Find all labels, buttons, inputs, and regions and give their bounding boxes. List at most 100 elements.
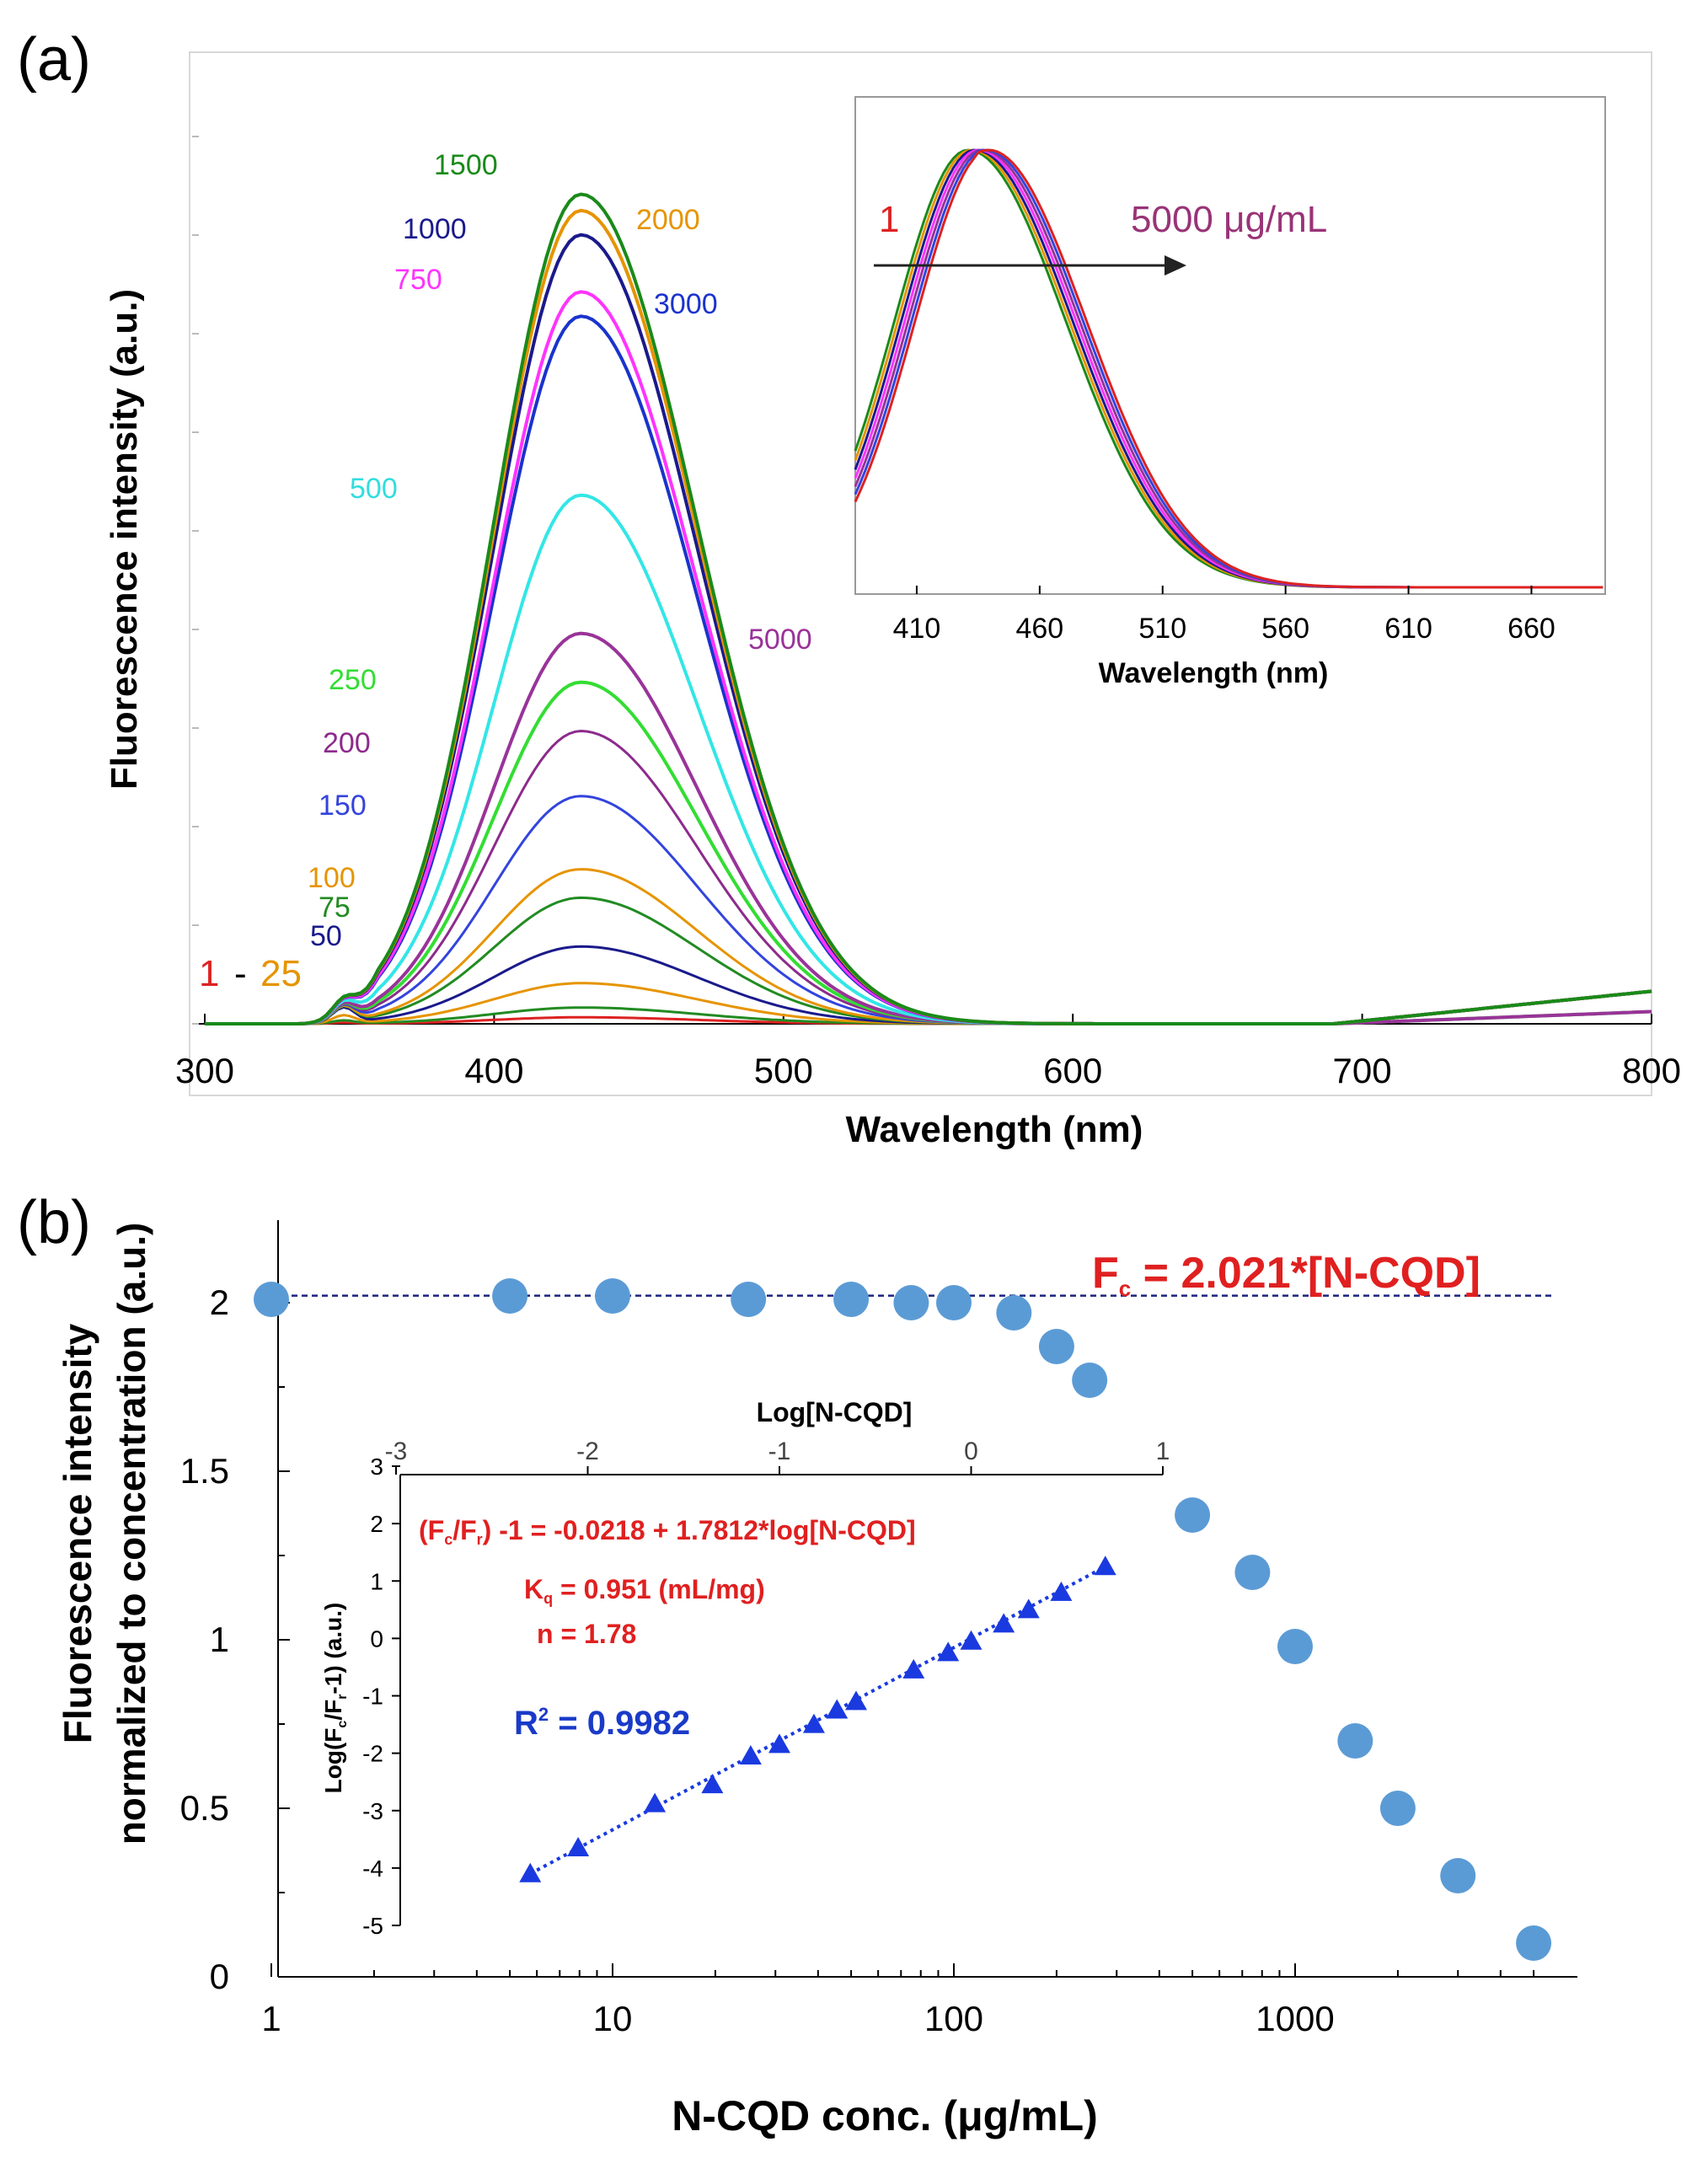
inset-data-point xyxy=(1050,1581,1073,1601)
range-label-start: 1 xyxy=(199,953,219,994)
inset-y-tick-label-3: 3 xyxy=(370,1454,383,1480)
inset-data-point xyxy=(902,1658,925,1679)
label-750: 750 xyxy=(394,264,442,296)
panel-a-x-axis-label: Wavelength (nm) xyxy=(846,1109,1143,1150)
inset-annotation-start: 1 xyxy=(879,199,899,240)
data-point xyxy=(1440,1858,1476,1893)
panel-a-curves xyxy=(205,192,1652,1025)
inset-y-tick-label--2: -2 xyxy=(362,1741,383,1767)
inset-x-tick-label-610: 610 xyxy=(1384,613,1432,645)
spectrum-1500 xyxy=(205,192,1652,1025)
data-point xyxy=(1379,1791,1416,1826)
x-tick-label-600: 600 xyxy=(1043,1051,1102,1090)
y-tick-label-1.5: 1.5 xyxy=(180,1451,229,1491)
reference-equation: Fc = 2.021*[N-CQD] xyxy=(1092,1249,1480,1301)
label-150: 150 xyxy=(319,790,367,822)
x-tick-label-800: 800 xyxy=(1622,1051,1681,1090)
inset-x-tick-label--2: -2 xyxy=(576,1438,599,1465)
kq-sub: q xyxy=(543,1590,553,1607)
data-point xyxy=(1337,1723,1373,1759)
y-tick-label-0: 0 xyxy=(210,1957,229,1996)
panel-a-inset-curves xyxy=(854,148,1604,589)
inset-b-y-label-end: -1) (a.u.) xyxy=(320,1603,346,1695)
spectrum-5000 xyxy=(205,631,1652,1025)
panel-a-y-axis-label: Fluorescence intensity (a.u.) xyxy=(104,289,145,790)
x-tick-label-1: 1 xyxy=(261,1999,281,2038)
panel-b-y-axis-label-2: normalized to concentration (a.u.) xyxy=(110,1223,153,1845)
x-tick-label-700: 700 xyxy=(1333,1051,1392,1090)
label-250: 250 xyxy=(329,664,377,696)
panel-b-label: (b) xyxy=(17,1189,91,1256)
inset-data-point xyxy=(826,1699,849,1719)
kq-label: K xyxy=(524,1574,543,1604)
spectrum-250 xyxy=(205,680,1652,1025)
data-point xyxy=(1277,1629,1313,1664)
inset-x-tick-label-660: 660 xyxy=(1507,613,1555,645)
inset-b-y-label: Log(Fc/Fr-1) (a.u.) xyxy=(320,1603,350,1794)
fit-eq-sub2: r xyxy=(477,1531,483,1548)
inset-x-tick-label--1: -1 xyxy=(768,1438,791,1465)
x-tick-label-10: 10 xyxy=(593,1999,633,2038)
data-point xyxy=(1234,1555,1271,1590)
inset-x-tick-label-410: 410 xyxy=(893,613,941,645)
inset-y-tick-label--1: -1 xyxy=(362,1684,383,1710)
label-1000: 1000 xyxy=(403,213,467,245)
inset-data-point xyxy=(802,1713,825,1733)
data-point xyxy=(595,1278,630,1314)
inset-b-y-label-a: Log(F xyxy=(320,1728,346,1794)
inset-b-y-label-sub: c xyxy=(335,1721,350,1728)
x-tick-label-1000: 1000 xyxy=(1256,1999,1334,2038)
label-3000: 3000 xyxy=(654,288,718,320)
data-point xyxy=(996,1295,1032,1331)
panel-a-series-labels: 1500 2000 1000 750 3000 500 5000 250 200… xyxy=(308,149,812,952)
panel-b-x-axis-label: N-CQD conc. (μg/mL) xyxy=(672,2092,1098,2139)
ref-eq-f: F xyxy=(1092,1249,1119,1298)
data-point xyxy=(936,1285,972,1320)
x-tick-label-500: 500 xyxy=(754,1051,813,1090)
data-point xyxy=(492,1278,528,1314)
inset-b-points xyxy=(519,1556,1116,1882)
x-tick-label-400: 400 xyxy=(464,1051,523,1090)
r2-label: R xyxy=(514,1705,538,1742)
label-100: 100 xyxy=(308,862,356,894)
inset-b-ticks: -3 -2 -1 0 1 3 2 1 0 -1 -2 -3 -4 -5 xyxy=(362,1438,1170,1939)
data-point xyxy=(1038,1329,1074,1364)
inset-b-y-label-sub2: r xyxy=(335,1695,350,1700)
fit-eq-open: (F xyxy=(419,1515,444,1545)
label-1500: 1500 xyxy=(434,149,498,181)
label-200: 200 xyxy=(323,727,371,759)
inset-r2: R2 = 0.9982 xyxy=(514,1704,690,1742)
fit-eq-mid: /F xyxy=(452,1515,476,1545)
label-75: 75 xyxy=(319,892,351,924)
inset-y-tick-label-0: 0 xyxy=(370,1625,383,1652)
range-label-dash: - xyxy=(234,953,247,994)
range-label: 1 - 25 xyxy=(199,953,302,994)
panel-a-y-ticks xyxy=(192,136,199,1025)
inset-data-point xyxy=(567,1837,590,1857)
y-tick-label-1: 1 xyxy=(210,1620,229,1659)
inset-data-point xyxy=(1017,1598,1040,1619)
inset-data-point xyxy=(739,1745,762,1765)
inset-b-y-label-mid: /F xyxy=(320,1700,346,1721)
inset-data-point xyxy=(519,1862,542,1882)
r2-sup: 2 xyxy=(538,1704,549,1725)
fit-eq-rest: ) -1 = -0.0218 + 1.7812*log[N-CQD] xyxy=(483,1515,916,1545)
data-point xyxy=(731,1282,767,1317)
spectrum-150 xyxy=(205,795,1652,1025)
range-label-end: 25 xyxy=(260,953,302,994)
inset-data-point xyxy=(960,1630,983,1650)
kq-value: = 0.951 (mL/mg) xyxy=(553,1574,765,1604)
fit-eq-sub1: c xyxy=(444,1531,452,1548)
inset-x-tick-label-1: 1 xyxy=(1156,1438,1170,1465)
panel-a-x-ticks: 300 400 500 600 700 800 xyxy=(175,1014,1681,1090)
inset-data-point xyxy=(845,1690,867,1711)
data-point xyxy=(833,1282,870,1317)
inset-fit-equation: (Fc/Fr) -1 = -0.0218 + 1.7812*log[N-CQD] xyxy=(419,1515,916,1548)
data-point xyxy=(254,1282,289,1317)
label-5000: 5000 xyxy=(748,624,812,656)
inset-data-point xyxy=(993,1613,1015,1633)
label-2000: 2000 xyxy=(636,204,700,236)
inset-data-point xyxy=(768,1733,790,1754)
inset-y-tick-label--4: -4 xyxy=(362,1855,383,1882)
x-tick-label-300: 300 xyxy=(175,1051,234,1090)
